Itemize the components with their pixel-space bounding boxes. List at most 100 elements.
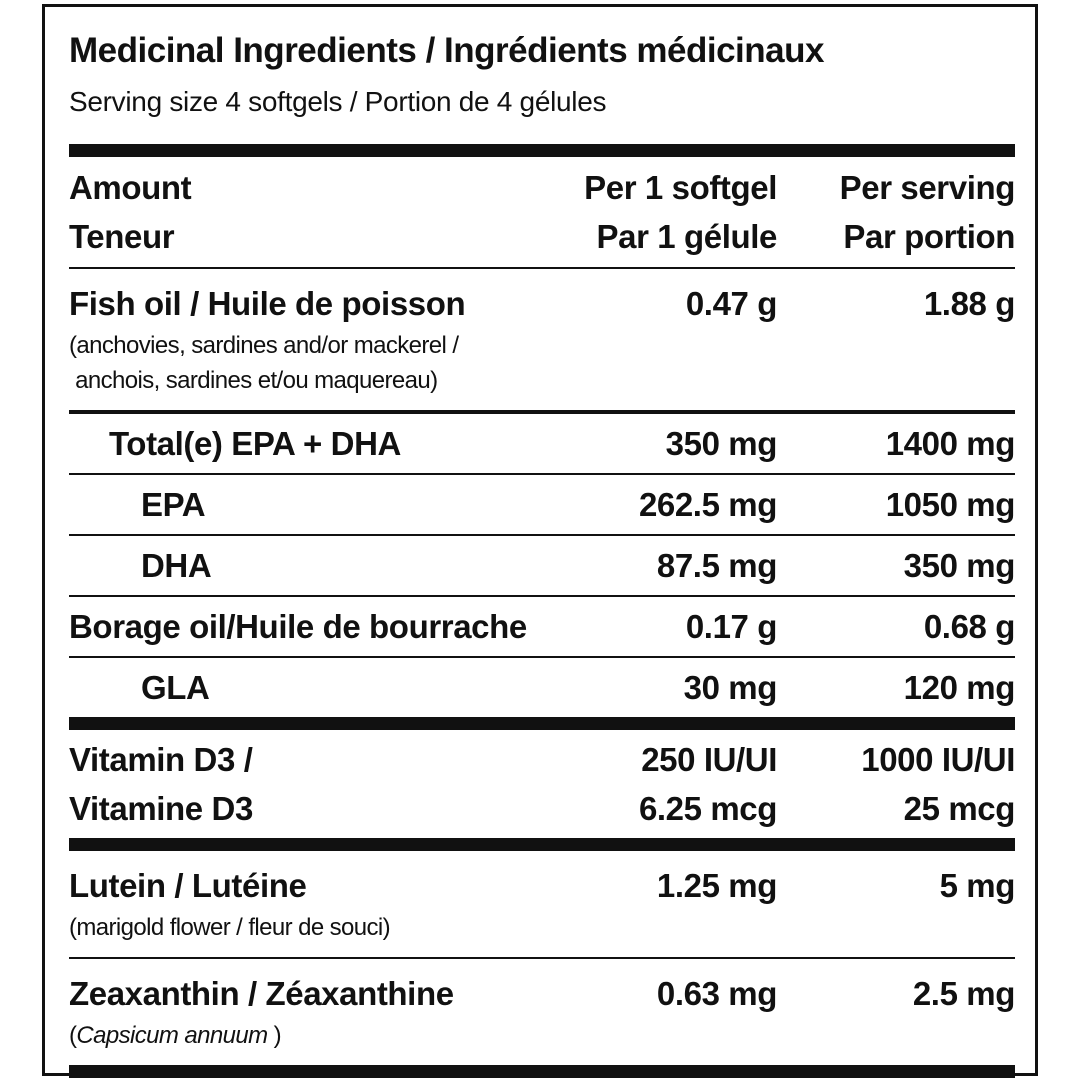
- per-softgel: 0.17 g: [557, 602, 778, 651]
- amount-value: 250 IU/UI: [641, 741, 777, 778]
- amount-value: 0.68 g: [923, 608, 1016, 645]
- ingredient-note: (marigold flower / fleur de souci): [69, 910, 557, 945]
- subtitle: Serving size 4 softgels / Portion de 4 g…: [69, 86, 607, 117]
- ingredient-name: Total(e) EPA + DHA: [69, 419, 557, 468]
- name-line: Vitamin D3 /: [69, 741, 253, 778]
- ingredient-name: Vitamin D3 / Vitamine D3: [69, 735, 557, 833]
- note-text: (anchovies, sardines and/or mackerel /: [69, 332, 459, 359]
- ingredient-name: EPA: [69, 480, 557, 529]
- amount-value: 30 mg: [683, 669, 778, 706]
- per-serving: 1.88 g: [777, 279, 1016, 328]
- rule: [69, 473, 1015, 475]
- name-line: Fish oil / Huile de poisson: [69, 285, 466, 322]
- amount-value: 5 mg: [939, 867, 1016, 904]
- per-softgel: 250 IU/UI 6.25 mcg: [557, 735, 777, 833]
- rule: [69, 717, 1015, 730]
- per-softgel: 262.5 mg: [557, 480, 777, 529]
- ingredient-name: Fish oil / Huile de poisson (anchovies, s…: [69, 279, 557, 398]
- ingredient-name: GLA: [69, 663, 557, 712]
- note-text: (: [69, 1022, 77, 1049]
- note-text: anchois, sardines et/ou maquereau): [69, 367, 438, 394]
- ingredient-row: Fish oil / Huile de poisson (anchovies, s…: [69, 269, 1015, 410]
- header-text: Par 1 gélule: [596, 218, 778, 255]
- ingredient-row: DHA 87.5 mg 350 mg: [69, 536, 1015, 595]
- rule: [69, 410, 1015, 414]
- ingredient-row: Total(e) EPA + DHA 350 mg 1400 mg: [69, 414, 1015, 473]
- per-serving: 1400 mg: [777, 419, 1016, 468]
- name-line: GLA: [141, 669, 210, 706]
- rule: [69, 957, 1015, 959]
- header-cell: Per 1 softgel Par 1 gélule: [557, 163, 777, 261]
- per-softgel: 30 mg: [557, 663, 778, 712]
- name-line: DHA: [141, 547, 212, 584]
- amount-value: 0.17 g: [685, 608, 778, 645]
- amount-value: 1.88 g: [923, 285, 1016, 322]
- per-softgel: 350 mg: [557, 419, 778, 468]
- per-serving: 1050 mg: [777, 480, 1016, 529]
- name-line: Vitamine D3: [69, 790, 253, 827]
- rule: [69, 1065, 1015, 1078]
- rule: [69, 838, 1015, 851]
- amount-value: 0.63 mg: [656, 975, 778, 1012]
- name-line: Borage oil/Huile de bourrache: [69, 608, 527, 645]
- ingredient-name: Borage oil/Huile de bourrache: [69, 602, 557, 651]
- label: Medicinal Ingredients / Ingrédients médi…: [69, 7, 1015, 1078]
- amount-value: 120 mg: [903, 669, 1016, 706]
- amount-value: 87.5 mg: [656, 547, 778, 584]
- amount-value: 1400 mg: [885, 425, 1016, 462]
- ingredient-name: DHA: [69, 541, 557, 590]
- header-text: Par portion: [843, 218, 1015, 255]
- rule: [69, 144, 1015, 157]
- ingredient-note: (Capsicum annuum ): [69, 1018, 557, 1053]
- per-serving: 0.68 g: [777, 602, 1016, 651]
- ingredient-row: Zeaxanthin / Zéaxanthine (Capsicum annuum…: [69, 959, 1015, 1065]
- per-softgel: 1.25 mg: [557, 861, 778, 910]
- note-text: ): [267, 1022, 282, 1049]
- header-text: Teneur: [69, 218, 175, 255]
- amount-value: 262.5 mg: [638, 486, 777, 523]
- ingredient-row: Lutein / Lutéine (marigold flower / fleur…: [69, 851, 1015, 957]
- note-text: Capsicum annuum: [76, 1022, 268, 1049]
- ingredient-row: Vitamin D3 / Vitamine D3 250 IU/UI 6.25 mcg…: [69, 730, 1015, 838]
- header-text: Per 1 softgel: [584, 169, 777, 206]
- header-cell: Amount Teneur: [69, 163, 557, 261]
- name-line: Lutein / Lutéine: [69, 867, 307, 904]
- per-serving: 2.5 mg: [777, 969, 1016, 1018]
- header-text: Amount: [69, 169, 192, 206]
- ingredient-row: GLA 30 mg 120 mg: [69, 658, 1015, 717]
- title: Medicinal Ingredients / Ingrédients médi…: [69, 31, 824, 70]
- header-row: Amount Teneur Per 1 softgel Par 1 gélule Per…: [69, 157, 1015, 267]
- per-softgel: 87.5 mg: [557, 541, 778, 590]
- name-line: EPA: [141, 486, 206, 523]
- amount-value: 2.5 mg: [912, 975, 1016, 1012]
- ingredient-row: Borage oil/Huile de bourrache 0.17 g 0.68 …: [69, 597, 1015, 656]
- per-serving: 350 mg: [777, 541, 1016, 590]
- ingredient-note: (anchovies, sardines and/or mackerel / a…: [69, 328, 557, 398]
- amount-value: 350 mg: [903, 547, 1016, 584]
- rule: [69, 534, 1015, 536]
- header-cell: Per serving Par portion: [777, 163, 1016, 261]
- amount-value: 25 mcg: [903, 790, 1016, 827]
- amount-value: 1000 IU/UI: [861, 741, 1015, 778]
- header-text: Per serving: [839, 169, 1016, 206]
- per-softgel: 0.47 g: [557, 279, 778, 328]
- ingredient-name: Zeaxanthin / Zéaxanthine (Capsicum annuum…: [69, 969, 557, 1053]
- rule: [69, 656, 1015, 658]
- amount-value: 6.25 mcg: [638, 790, 777, 827]
- per-serving: 1000 IU/UI 25 mcg: [777, 735, 1015, 833]
- rule: [69, 595, 1015, 597]
- per-softgel: 0.63 mg: [557, 969, 778, 1018]
- amount-value: 1050 mg: [885, 486, 1016, 523]
- per-serving: 120 mg: [777, 663, 1016, 712]
- name-line: Zeaxanthin / Zéaxanthine: [69, 975, 454, 1012]
- amount-value: 1.25 mg: [656, 867, 778, 904]
- amount-value: 350 mg: [665, 425, 778, 462]
- table: Amount Teneur Per 1 softgel Par 1 gélule Per…: [69, 157, 1015, 1078]
- rule: [69, 267, 1015, 269]
- note-text: (marigold flower / fleur de souci): [69, 914, 391, 941]
- label-frame: Medicinal Ingredients / Ingrédients médi…: [42, 4, 1038, 1078]
- ingredient-name: Lutein / Lutéine (marigold flower / fleur…: [69, 861, 557, 945]
- per-serving: 5 mg: [777, 861, 1016, 910]
- ingredient-row: EPA 262.5 mg 1050 mg: [69, 475, 1015, 534]
